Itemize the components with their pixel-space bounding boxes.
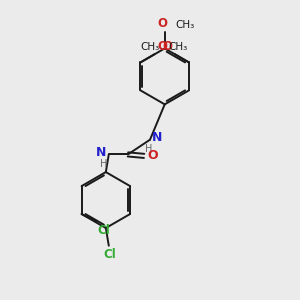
Text: H: H (100, 159, 107, 169)
Text: O: O (157, 40, 167, 53)
Text: CH₃: CH₃ (169, 42, 188, 52)
Text: H: H (145, 144, 152, 154)
Text: CH₃: CH₃ (175, 20, 194, 30)
Text: Cl: Cl (103, 248, 116, 261)
Text: CH₃: CH₃ (140, 42, 160, 52)
Text: N: N (95, 146, 106, 159)
Text: O: O (158, 17, 168, 30)
Text: O: O (163, 40, 172, 53)
Text: Cl: Cl (98, 224, 111, 237)
Text: O: O (147, 149, 158, 162)
Text: N: N (152, 131, 163, 144)
